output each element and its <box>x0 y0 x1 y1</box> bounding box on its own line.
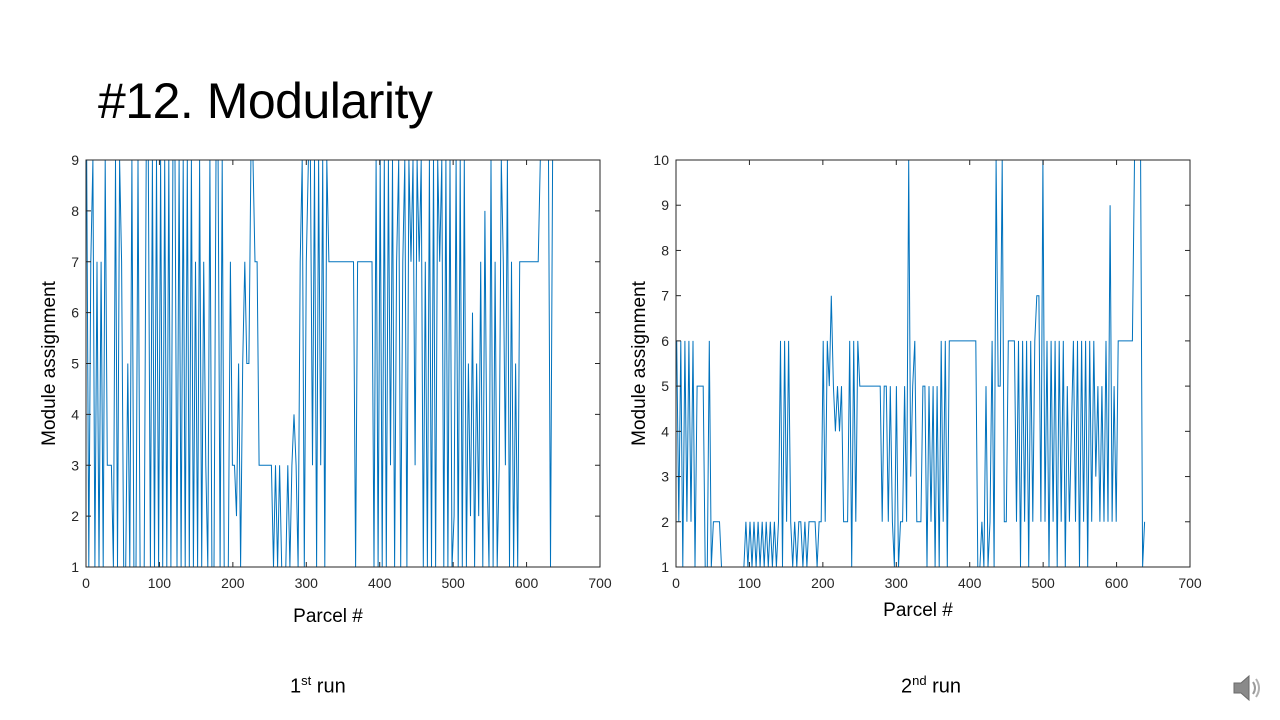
y-tick-label: 4 <box>661 423 669 439</box>
chart-run-2: 0 100 200 300 400 500 600 700 1 2 3 4 5 6 7 8 9 10 Parcel … <box>620 140 1260 640</box>
y-tick-label: 6 <box>71 305 79 321</box>
x-axis-label: Parcel # <box>883 600 953 621</box>
x-tick-label: 300 <box>295 575 319 591</box>
x-tick-label: 500 <box>441 575 465 591</box>
y-tick-label: 3 <box>661 469 669 485</box>
y-tick-label: 9 <box>661 197 669 213</box>
x-tick-label: 0 <box>672 575 680 591</box>
x-tick-label: 600 <box>515 575 539 591</box>
y-tick-label: 8 <box>71 203 79 219</box>
x-tick-label: 600 <box>1105 575 1129 591</box>
caption-run-2-base: 2 <box>901 675 913 698</box>
y-tick-label: 1 <box>661 559 669 575</box>
y-tick-label: 2 <box>661 514 669 530</box>
y-tick-label: 5 <box>661 378 669 394</box>
caption-run-1: 1st run <box>290 673 346 699</box>
y-tick-label: 3 <box>71 457 79 473</box>
y-axis-label: Module assignment <box>39 280 60 445</box>
x-tick-label: 300 <box>885 575 909 591</box>
chart-run-2-svg: 0 100 200 300 400 500 600 700 1 2 3 4 5 6 7 8 9 10 Parcel … <box>629 152 1202 621</box>
speaker-icon[interactable] <box>1230 670 1266 706</box>
axes-box <box>675 159 1191 568</box>
chart-run-1: 0 100 200 300 400 500 600 700 1 2 3 4 5 6 7 8 9 Parcel # M… <box>0 140 640 640</box>
x-tick-label: 400 <box>368 575 392 591</box>
y-tick-label: 8 <box>661 242 669 258</box>
slide-title: #12. Modularity <box>98 73 433 129</box>
y-tick-label: 4 <box>71 406 79 422</box>
y-tick-label: 5 <box>71 356 79 372</box>
caption-run-2: 2nd run <box>901 673 961 699</box>
caption-run-2-sup: nd <box>912 673 927 688</box>
caption-run-1-rest: run <box>311 675 346 698</box>
chart-run-1-svg: 0 100 200 300 400 500 600 700 1 2 3 4 5 6 7 8 9 Parcel # M… <box>39 152 612 627</box>
y-tick-label: 2 <box>71 508 79 524</box>
x-tick-label: 200 <box>221 575 245 591</box>
y-tick-label: 6 <box>661 333 669 349</box>
x-axis-label: Parcel # <box>293 606 363 627</box>
y-axis-label: Module assignment <box>629 280 650 445</box>
y-tick-label: 9 <box>71 152 79 168</box>
x-tick-label: 200 <box>811 575 835 591</box>
caption-run-1-base: 1 <box>290 675 302 698</box>
series-line-run-1 <box>86 159 555 568</box>
x-tick-label: 100 <box>738 575 762 591</box>
x-tick-label: 700 <box>588 575 612 591</box>
x-tick-label: 100 <box>148 575 172 591</box>
x-tick-label: 0 <box>82 575 90 591</box>
x-tick-label: 500 <box>1031 575 1055 591</box>
y-tick-label: 10 <box>653 152 669 168</box>
x-tick-label: 700 <box>1178 575 1202 591</box>
y-tick-label: 7 <box>71 254 79 270</box>
caption-run-1-sup: st <box>301 673 312 688</box>
y-tick-label: 1 <box>71 559 79 575</box>
x-tick-label: 400 <box>958 575 982 591</box>
y-tick-label: 7 <box>661 288 669 304</box>
caption-run-2-rest: run <box>926 675 962 698</box>
series-line-run-2 <box>676 159 1146 568</box>
